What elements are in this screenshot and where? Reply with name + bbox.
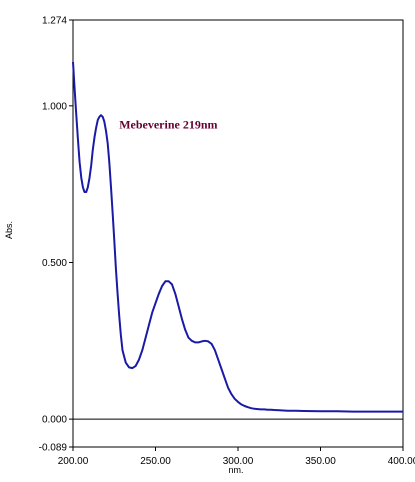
y-tick-label: -0.089 (39, 443, 68, 454)
x-tick-label: 250.00 (140, 456, 171, 467)
x-tick-label: 350.00 (305, 456, 336, 467)
y-tick-label: 0.500 (42, 258, 67, 269)
axes (72, 19, 404, 448)
spectrum-line (72, 61, 403, 413)
y-tick-label: 1.000 (42, 101, 67, 112)
y-tick-label: 0.000 (42, 415, 67, 426)
y-tick-label: 1.274 (42, 16, 67, 27)
x-tick-label: 200.00 (58, 456, 89, 467)
x-axis-label: nm. (228, 465, 243, 475)
y-axis-label: Abs. (4, 221, 14, 239)
x-tick-label: 300.00 (223, 456, 254, 467)
peak-annotation: Mebeverine 219nm (119, 118, 217, 132)
plot-frame (72, 19, 404, 448)
x-tick-label: 400.00 (388, 456, 415, 467)
series-group (72, 61, 403, 413)
ticks: 1.274 1.000 0.500 0.000 -0.089 200.00 250.00 30… (39, 16, 415, 468)
